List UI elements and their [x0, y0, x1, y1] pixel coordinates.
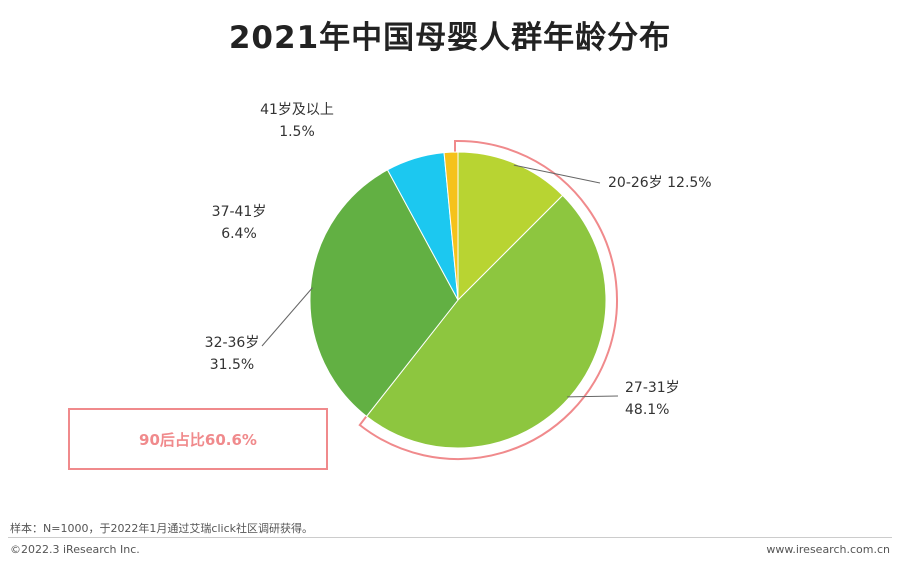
footer-divider [8, 537, 892, 538]
slice-label-27-31: 27-31岁 [625, 380, 680, 396]
website: www.iresearch.com.cn [766, 543, 890, 556]
highlight-layer [358, 140, 618, 460]
leader-line-32-36 [261, 287, 313, 347]
slice-value-27-31: 48.1% [625, 402, 669, 418]
slice-label-20-26: 20-26岁 12.5% [608, 175, 712, 191]
leader-line-20-26 [513, 164, 601, 184]
pie-slice-41 [443, 151, 459, 301]
pie-slice-32-36 [309, 169, 459, 418]
sample-note: 样本：N=1000，于2022年1月通过艾瑞click社区调研获得。 [10, 522, 314, 535]
labels-layer: 20-26岁 12.5% 27-31岁 48.1% 32-36岁 31.5% 37-41岁… [205, 102, 712, 418]
slice-value-41: 1.5% [279, 124, 315, 140]
chart-title: 2021年中国母婴人群年龄分布 [228, 20, 672, 56]
highlight-callout-box: 90后占比60.6% [68, 408, 328, 470]
highlight-callout-text: 90后占比60.6% [139, 430, 257, 449]
slice-label-41: 41岁及以上 [260, 102, 334, 118]
slice-label-37-41: 37-41岁 [212, 204, 267, 220]
leader-line-27-31 [567, 395, 619, 398]
leader-lines-layer [261, 164, 619, 398]
copyright: ©2022.3 iResearch Inc. [10, 543, 140, 556]
slice-label-32-36: 32-36岁 [205, 335, 260, 351]
slice-value-37-41: 6.4% [221, 226, 257, 242]
slices-layer [309, 151, 607, 449]
slice-value-32-36: 31.5% [210, 357, 254, 373]
highlight-outline [358, 140, 618, 460]
pie-slice-20-26 [457, 151, 564, 302]
pie-slice-27-31 [365, 194, 607, 449]
